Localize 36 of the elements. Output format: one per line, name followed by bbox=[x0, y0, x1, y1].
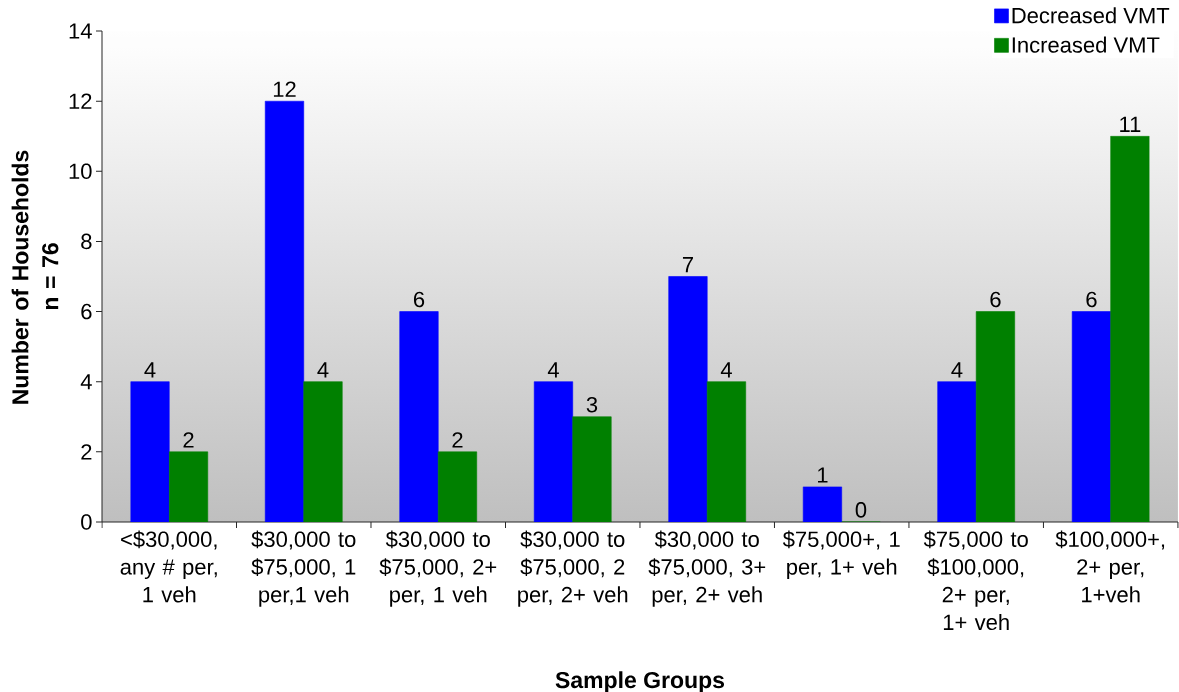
x-tick-label: $30,000 to $75,000, 1 per,1 veh bbox=[251, 530, 356, 607]
data-label: 6 bbox=[1086, 291, 1097, 308]
y-tick-label: 4 bbox=[80, 374, 92, 390]
data-label: 1 bbox=[818, 467, 828, 483]
x-tick-label: $30,000 to $75,000, 3+ per, 2+ veh bbox=[648, 530, 766, 607]
y-tick-label: 14 bbox=[69, 23, 92, 39]
legend-label: Decreased VMT bbox=[1012, 7, 1170, 24]
x-axis-title: Sample Groups bbox=[555, 671, 725, 692]
data-label: 11 bbox=[1120, 116, 1141, 132]
x-tick-label: $30,000 to $75,000, 2 per, 2+ veh bbox=[518, 530, 628, 607]
data-label: 0 bbox=[855, 502, 867, 518]
data-label: 2 bbox=[452, 432, 463, 448]
x-tick-label: $75,000+, 1 per, 1+ veh bbox=[782, 530, 900, 580]
data-label: 4 bbox=[317, 362, 329, 378]
data-label: 4 bbox=[720, 362, 732, 378]
data-label: 4 bbox=[144, 362, 156, 378]
data-label: 6 bbox=[990, 291, 1001, 308]
x-tick-label: $75,000 to $100,000, 2+ per, 1+ veh bbox=[923, 530, 1028, 631]
data-label: 7 bbox=[682, 257, 693, 273]
y-axis-title: Number of Households n = 76 bbox=[11, 150, 59, 404]
x-tick-label: $30,000 to $75,000, 2+ per, 1 veh bbox=[379, 530, 497, 607]
x-tick-label: <$30,000, any # per, 1 veh bbox=[120, 530, 217, 603]
y-tick-label: 2 bbox=[81, 444, 92, 460]
data-label: 4 bbox=[547, 362, 559, 378]
y-tick-label: 12 bbox=[69, 93, 92, 109]
y-tick-label: 8 bbox=[81, 233, 92, 250]
y-tick-label: 0 bbox=[81, 514, 92, 530]
data-label: 12 bbox=[273, 81, 296, 97]
data-label: 2 bbox=[183, 432, 194, 448]
data-label: 6 bbox=[413, 291, 425, 308]
data-label: 3 bbox=[586, 396, 598, 413]
y-tick-label: 6 bbox=[81, 303, 92, 320]
data-label: 4 bbox=[951, 362, 963, 378]
y-tick-label: 10 bbox=[69, 163, 92, 180]
x-tick-label: $100,000+, 2+ per, 1+veh bbox=[1055, 530, 1165, 603]
legend-label: Increased VMT bbox=[1012, 36, 1160, 53]
